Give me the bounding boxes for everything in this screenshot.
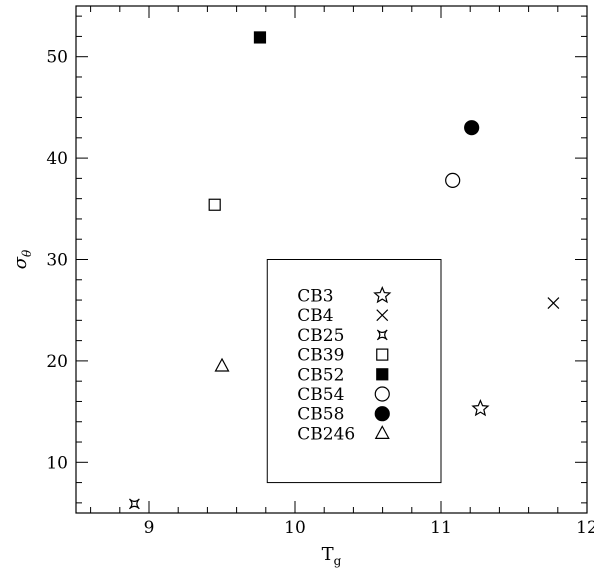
series-cb25 xyxy=(125,494,145,514)
x-axis-label: Tg xyxy=(322,544,342,568)
data-point-square-filled xyxy=(254,32,265,43)
x-tick-label: 10 xyxy=(284,518,306,538)
series-cb246 xyxy=(216,359,229,371)
x-tick-label: 11 xyxy=(430,518,452,538)
series-cb54 xyxy=(446,173,460,187)
y-tick-label: 50 xyxy=(46,48,68,68)
legend-marker-square-filled xyxy=(377,369,388,380)
y-axis-label-main: σ xyxy=(10,256,31,269)
x-axis-label-main: T xyxy=(322,544,334,565)
data-point-circle-filled xyxy=(465,121,479,135)
legend-label: CB25 xyxy=(297,326,344,346)
legend-label: CB39 xyxy=(297,346,344,366)
y-tick-label: 20 xyxy=(46,352,68,372)
legend-label: CB4 xyxy=(297,306,333,326)
data-point-triangle-open xyxy=(216,359,229,371)
y-tick-label: 40 xyxy=(46,149,68,169)
legend-marker-circle-filled xyxy=(375,407,389,421)
series-cb52 xyxy=(254,32,265,43)
data-point-cross xyxy=(548,298,559,309)
data-point-star-open xyxy=(473,401,488,415)
y-axis-label-group: σθ xyxy=(10,249,34,269)
y-axis-label-subscript: θ xyxy=(20,249,34,257)
series-cb4 xyxy=(548,298,559,309)
data-point-circle-open xyxy=(446,173,460,187)
y-tick-label: 30 xyxy=(46,251,68,271)
y-tick-label: 10 xyxy=(46,453,68,473)
x-tick-label: 12 xyxy=(576,518,594,538)
data-point-square-open xyxy=(209,199,220,210)
legend-box xyxy=(267,260,441,483)
series-cb39 xyxy=(209,199,220,210)
legend-label: CB3 xyxy=(297,287,333,307)
series-cb58 xyxy=(465,121,479,135)
legend-label: CB58 xyxy=(297,405,344,425)
data-point-concave-star-open xyxy=(125,494,145,514)
x-axis-label-subscript: g xyxy=(334,554,342,568)
y-axis-label: σθ xyxy=(10,249,34,269)
legend-label: CB246 xyxy=(297,424,355,444)
x-tick-label: 9 xyxy=(144,518,155,538)
legend-label: CB54 xyxy=(297,385,344,405)
series-cb3 xyxy=(473,401,488,415)
legend-label: CB52 xyxy=(297,365,344,385)
